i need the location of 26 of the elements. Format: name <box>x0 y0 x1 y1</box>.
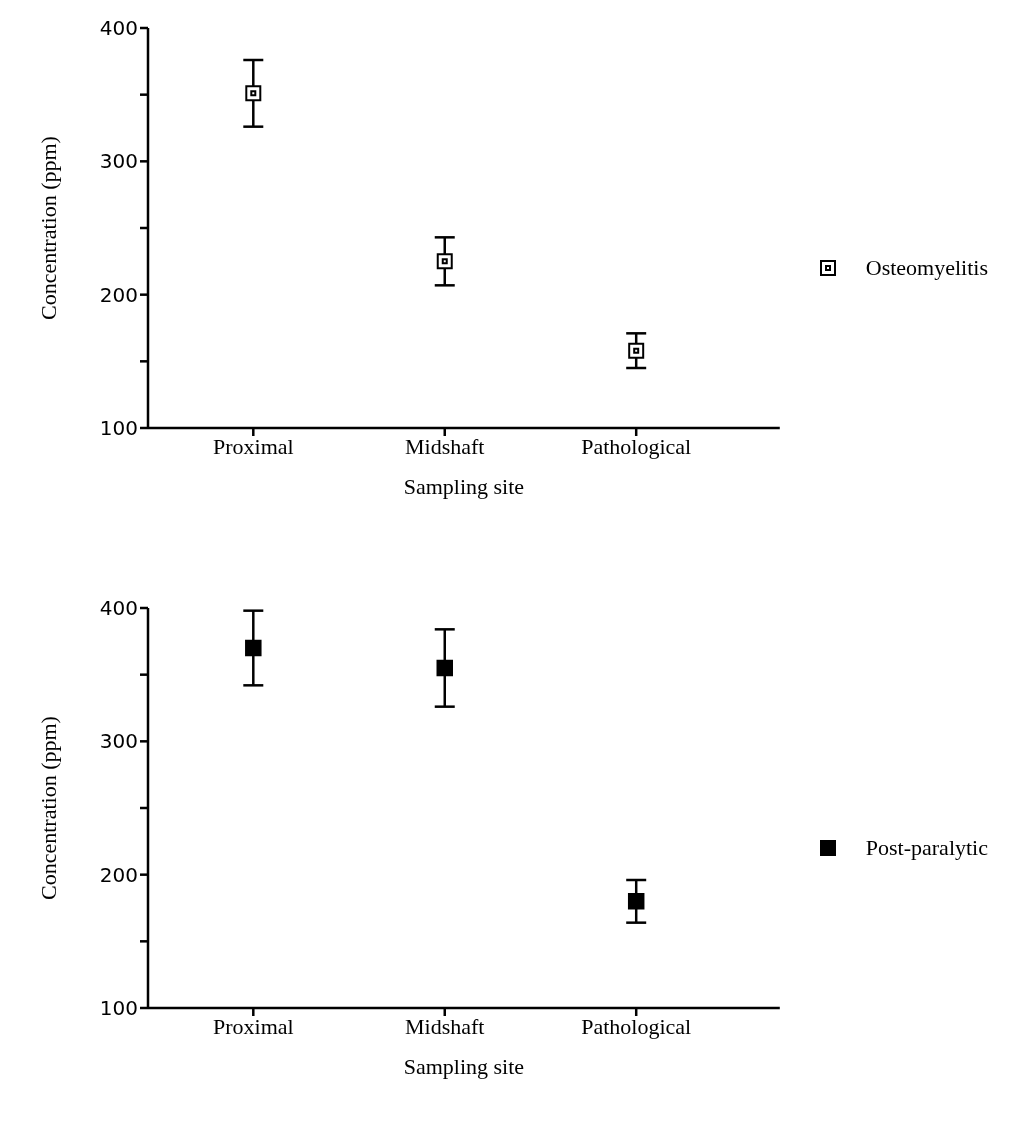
y-tick-label: 300 <box>99 149 138 174</box>
x-tick-label: Pathological <box>581 1013 692 1039</box>
y-tick-label: 300 <box>99 729 138 754</box>
point <box>245 639 262 657</box>
x-tick-label: Midshaft <box>405 433 485 459</box>
x-tick-label: Pathological <box>581 433 692 459</box>
legend-label: Osteomyelitis <box>865 255 988 281</box>
legend-label: Post-paralytic <box>865 835 988 861</box>
x-tick-label: Midshaft <box>405 1013 485 1039</box>
y-axis-title: Concentration (ppm) <box>35 716 61 900</box>
x-axis-title: Sampling site <box>403 1054 525 1079</box>
point <box>628 342 645 359</box>
y-tick-label: 400 <box>99 16 138 41</box>
point <box>436 253 453 270</box>
y-axis-title: Concentration (ppm) <box>35 136 61 320</box>
point <box>627 893 645 910</box>
point <box>245 85 262 102</box>
y-tick-label: 100 <box>99 416 138 441</box>
x-tick-label: Proximal <box>212 433 294 459</box>
y-tick-label: 200 <box>99 282 138 307</box>
y-tick-label: 200 <box>99 862 138 887</box>
x-axis-title: Sampling site <box>403 474 525 499</box>
y-tick-label: 100 <box>99 996 138 1021</box>
y-tick-label: 400 <box>99 596 138 621</box>
point <box>436 659 453 677</box>
x-tick-label: Proximal <box>212 1013 294 1039</box>
